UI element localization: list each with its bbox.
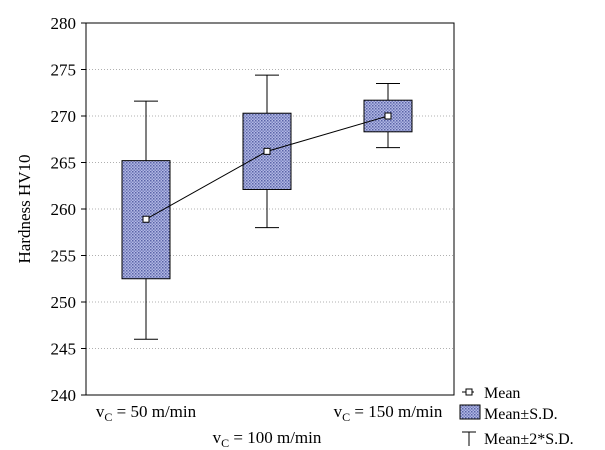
mean-marker [263, 147, 271, 155]
legend-label: Mean±2*S.D. [484, 431, 574, 448]
legend-label: Mean±S.D. [484, 406, 558, 423]
y-tick-label: 245 [51, 340, 77, 359]
y-axis-title: Hardness HV10 [15, 154, 34, 263]
x-label-symbol: v [334, 402, 343, 421]
x-label-subscript: C [342, 410, 350, 424]
y-tick-label: 280 [51, 14, 77, 33]
mean-marker [384, 112, 392, 120]
x-category-label: vC = 50 m/min [96, 402, 197, 424]
x-label-text: = 50 m/min [112, 402, 196, 421]
x-label-text: = 100 m/min [229, 428, 322, 447]
box-plot-series [121, 74, 413, 340]
x-label-symbol: v [213, 428, 222, 447]
x-label-symbol: v [96, 402, 105, 421]
legend-sd-swatch [459, 404, 481, 420]
x-category-label: vC = 150 m/min [334, 402, 443, 424]
y-tick-label: 240 [51, 386, 77, 405]
mean-marker [142, 215, 150, 223]
x-label-subscript: C [104, 410, 112, 424]
y-tick-label: 250 [51, 293, 77, 312]
legend: Mean Mean±S.D. Mean±2*S.D. [459, 385, 574, 448]
x-category-label: vC = 100 m/min [213, 428, 322, 450]
y-tick-label: 255 [51, 247, 77, 266]
legend-label: Mean [484, 385, 520, 402]
x-label-text: = 150 m/min [350, 402, 443, 421]
y-tick-label: 270 [51, 107, 77, 126]
x-label-subscript: C [221, 436, 229, 450]
y-tick-label: 275 [51, 61, 77, 80]
y-tick-label: 260 [51, 200, 77, 219]
y-tick-label: 265 [51, 154, 77, 173]
legend-mean-marker [465, 388, 473, 396]
y-axis: 240 245 250 255 260 265 270 275 280 [51, 14, 86, 405]
